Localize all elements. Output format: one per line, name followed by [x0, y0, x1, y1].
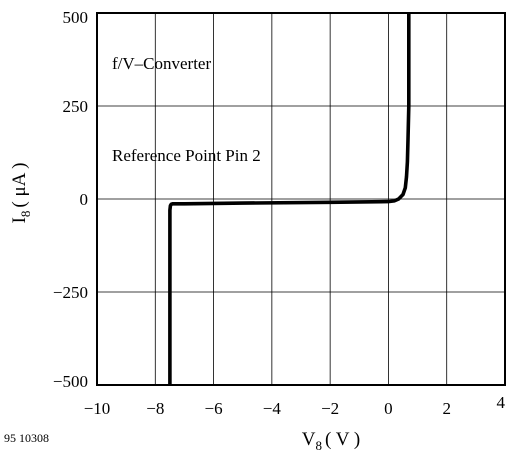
x-tick-label: −2: [321, 399, 339, 418]
x-tick-label: 4: [497, 393, 506, 412]
annotation-fv-converter: f/V–Converter: [112, 54, 211, 73]
x-tick-label: 2: [442, 399, 451, 418]
x-tick-label: −4: [263, 399, 282, 418]
x-tick-label: −10: [84, 399, 111, 418]
y-tick-label: −500: [53, 372, 88, 391]
y-axis-label: I8( μA ): [9, 163, 33, 224]
x-tick-label: −8: [146, 399, 164, 418]
series-line: [168, 13, 411, 385]
y-tick-label: 250: [63, 97, 89, 116]
y-tick-label: 0: [80, 190, 89, 209]
x-tick-label: −6: [205, 399, 223, 418]
figure-id: 95 10308: [4, 431, 49, 445]
x-tick-label: 0: [384, 399, 393, 418]
plot-frame: [96, 12, 506, 386]
x-axis-label: V8( V ): [302, 429, 360, 453]
y-tick-labels: −500 −250 0 250 500: [53, 8, 88, 391]
x-tick-labels: −10 −8 −6 −4 −2 0 2 4: [84, 393, 506, 418]
y-tick-label: 500: [63, 8, 89, 27]
annotation-reference-point: Reference Point Pin 2: [112, 146, 261, 165]
y-tick-label: −250: [53, 283, 88, 302]
